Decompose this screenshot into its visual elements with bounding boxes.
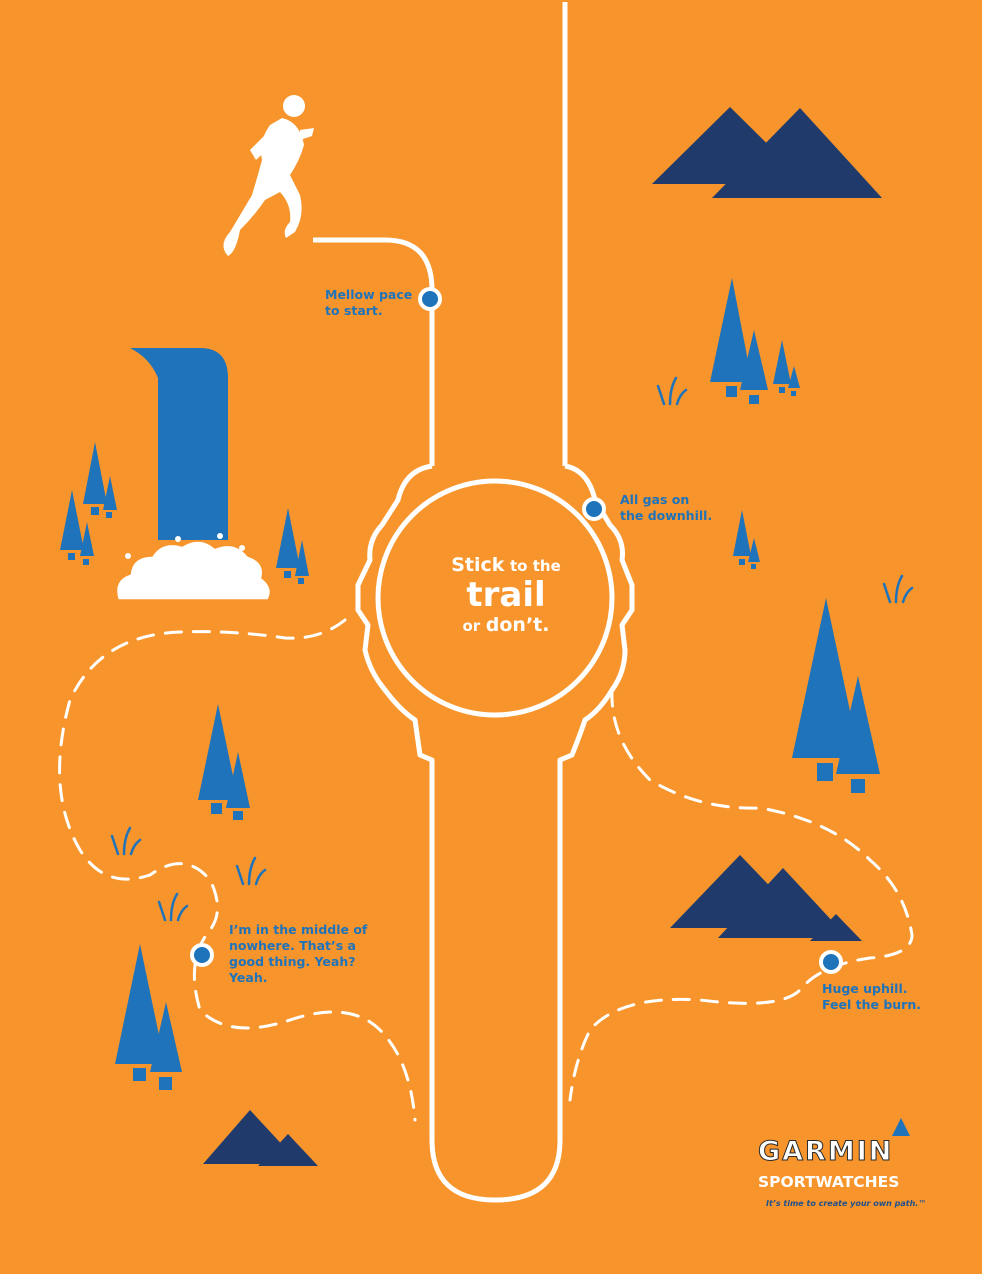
brand-block: GARMIN SPORTWATCHES It’s time to create … — [758, 1118, 928, 1209]
callout-downhill: All gas on the downhill. — [620, 492, 713, 523]
grass-icon — [882, 574, 914, 604]
tree-icon — [836, 676, 880, 774]
mountain-icon — [810, 914, 862, 941]
headline-stick: Stick — [451, 554, 505, 576]
mountain-icon — [718, 868, 848, 938]
waypoint-icon — [190, 943, 214, 967]
tree-icon — [276, 508, 300, 568]
waypoints — [190, 287, 843, 974]
grass-icon — [656, 376, 688, 406]
callout-mellow: Mellow pace to start. — [325, 287, 413, 318]
mountain-icon — [712, 108, 882, 198]
tree-icon — [710, 278, 752, 382]
brand-tagline: It’s time to create your own path.™ — [766, 1199, 927, 1208]
garmin-triangle-icon — [892, 1118, 910, 1136]
tree-icon — [748, 538, 760, 562]
tree-icon — [792, 598, 860, 758]
waterfall-icon — [115, 348, 272, 601]
mountains — [203, 107, 882, 1166]
runner-icon — [223, 95, 314, 256]
grass-icon — [235, 856, 267, 886]
headline-dont: don’t. — [485, 614, 550, 636]
trees — [60, 278, 880, 1090]
brand-name: GARMIN — [758, 1136, 894, 1168]
grass-icon — [157, 892, 189, 922]
dashed-trail — [58, 618, 914, 1122]
grass-icon — [110, 826, 142, 856]
brand-product: SPORTWATCHES — [758, 1173, 900, 1191]
tree-icon — [198, 704, 238, 800]
waypoint-icon — [582, 497, 606, 521]
waypoint-icon — [418, 287, 442, 311]
tree-icon — [150, 1002, 182, 1072]
tree-icon — [115, 944, 165, 1064]
tree-icon — [295, 540, 309, 576]
headline-to-the: to the — [510, 557, 561, 575]
headline-or: or — [462, 617, 481, 635]
mountain-icon — [258, 1134, 318, 1166]
tree-icon — [788, 366, 800, 388]
headline: Stick to the trail or don’t. — [384, 554, 628, 636]
callout-nowhere: I’m in the middle of nowhere. That’s a g… — [229, 922, 368, 985]
tree-icon — [60, 490, 84, 550]
tree-icon — [773, 340, 791, 384]
callout-uphill: Huge uphill. Feel the burn. — [822, 981, 921, 1012]
tree-icon — [83, 442, 107, 504]
tree-icon — [733, 510, 751, 556]
grass — [110, 376, 914, 922]
watch-outline — [313, 2, 635, 1203]
tree-icon — [226, 752, 250, 808]
tree-icon — [103, 476, 117, 510]
headline-trail: trail — [466, 575, 546, 615]
tree-icon — [740, 330, 768, 390]
tree-icon — [80, 522, 94, 556]
waypoint-icon — [819, 950, 843, 974]
